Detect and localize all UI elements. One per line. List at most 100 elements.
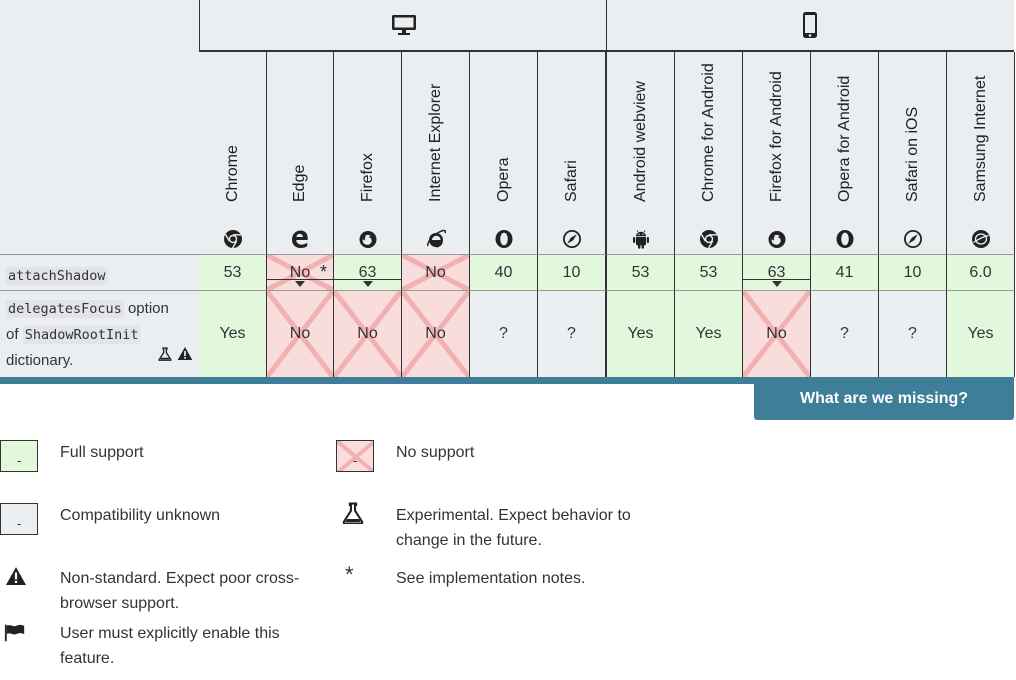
expand-arrow-icon[interactable] (295, 281, 305, 287)
support-cell[interactable]: ? (470, 290, 538, 377)
flag-icon (4, 624, 25, 642)
swatch-mark: - (17, 453, 22, 468)
what-are-we-missing-button[interactable]: What are we missing? (754, 377, 1014, 420)
compat-table: Chrome Edge Firefox Internet Explorer Opera S… (0, 0, 1015, 384)
support-cell[interactable]: Yes (199, 290, 267, 377)
support-cell[interactable]: Yes (607, 290, 675, 377)
support-cell[interactable]: 53 (675, 254, 743, 290)
support-value: Yes (695, 325, 722, 342)
support-cell[interactable]: 63 (334, 254, 402, 290)
support-cell[interactable]: 41 (811, 254, 879, 290)
samsung-internet-icon (971, 230, 990, 248)
browser-name: Opera for Android (835, 75, 853, 202)
browser-header-safari: Safari (538, 52, 607, 254)
support-value: 10 (903, 263, 922, 281)
no-support-cross-icon (334, 291, 401, 377)
platform-desktop (199, 0, 607, 52)
support-value: No (766, 325, 787, 342)
support-value: ? (567, 325, 576, 342)
feature-code[interactable]: attachShadow (6, 267, 108, 285)
support-value: No (425, 325, 446, 342)
support-value: No (357, 325, 378, 342)
support-value: 63 (767, 263, 786, 281)
browser-name: Android webview (631, 81, 649, 202)
no-support-cross-icon (267, 291, 333, 377)
edge-icon (292, 230, 308, 248)
support-cell[interactable]: 40 (470, 254, 538, 290)
support-value: No (425, 263, 446, 281)
non-standard-icon (5, 567, 27, 585)
support-value: 53 (223, 263, 242, 281)
experimental-icon[interactable] (158, 347, 172, 361)
support-cell[interactable]: 10 (538, 254, 607, 290)
chrome-icon (223, 230, 242, 249)
legend-full-label: Full support (60, 444, 144, 461)
support-cell[interactable]: No * (267, 254, 334, 290)
support-cell[interactable]: 6.0 (947, 254, 1015, 290)
support-value: 53 (631, 263, 650, 281)
legend-unknown-label: Compatibility unknown (60, 507, 221, 524)
support-cell[interactable]: No (743, 290, 811, 377)
support-cell[interactable]: ? (538, 290, 607, 377)
support-value: ? (840, 325, 849, 342)
feature-attachshadow[interactable]: attachShadow (0, 254, 199, 290)
support-cell[interactable]: No (402, 254, 470, 290)
experimental-icon (342, 502, 364, 524)
chrome-icon (699, 230, 718, 249)
browser-name: Safari (562, 160, 580, 202)
support-cell[interactable]: Yes (675, 290, 743, 377)
browser-header-internet-explorer: Internet Explorer (402, 52, 470, 254)
browser-header-firefox: Firefox (334, 52, 402, 254)
browser-name: Safari on iOS (903, 106, 921, 202)
expand-underline (743, 279, 810, 280)
android-icon (632, 230, 649, 249)
opera-icon (836, 230, 853, 248)
no-support-cross-icon (337, 441, 373, 471)
support-value: ? (499, 325, 508, 342)
support-cell[interactable]: 53 (607, 254, 675, 290)
browser-name: Samsung Internet (971, 75, 989, 202)
table-bottom-bar (0, 377, 1014, 384)
support-cell[interactable]: Yes (947, 290, 1015, 377)
legend-flag-label: User must explicitly enable this feature… (60, 625, 280, 667)
support-cell[interactable]: ? (811, 290, 879, 377)
internet-explorer-icon (426, 229, 446, 248)
feature-code[interactable]: ShadowRootInit (22, 326, 141, 344)
support-cell[interactable]: 53 (199, 254, 267, 290)
feature-delegatesfocus[interactable]: delegatesFocus option of ShadowRootInit … (0, 290, 199, 377)
support-value: 10 (562, 263, 581, 281)
browser-name: Chrome for Android (699, 63, 717, 202)
desktop-icon (392, 15, 416, 35)
browser-header-firefox-for-android: Firefox for Android (743, 52, 811, 254)
feature-code[interactable]: delegatesFocus (6, 300, 124, 318)
support-value: ? (908, 325, 917, 342)
opera-icon (495, 230, 512, 248)
support-value: No (289, 263, 311, 281)
browser-name: Internet Explorer (426, 83, 444, 202)
support-cell[interactable]: 10 (879, 254, 947, 290)
expand-arrow-icon[interactable] (771, 281, 782, 287)
non-standard-icon[interactable] (177, 346, 193, 361)
support-value: 41 (835, 263, 854, 281)
support-cell[interactable]: No (267, 290, 334, 377)
no-support-cross-icon (743, 291, 810, 377)
browser-header-chrome: Chrome (199, 52, 267, 254)
mobile-icon (803, 12, 817, 38)
browser-header-samsung-internet: Samsung Internet (947, 52, 1015, 254)
browser-header-android-webview: Android webview (607, 52, 675, 254)
support-cell[interactable]: No (402, 290, 470, 377)
browser-header-opera: Opera (470, 52, 538, 254)
firefox-icon (359, 231, 376, 248)
no-support-cross-icon (402, 291, 469, 377)
table-corner (0, 0, 199, 254)
browser-header-chrome-for-android: Chrome for Android (675, 52, 743, 254)
firefox-icon (768, 231, 785, 248)
support-cell[interactable]: 63 (743, 254, 811, 290)
expand-arrow-icon[interactable] (362, 281, 373, 287)
feature-text: option (127, 300, 169, 317)
support-cell[interactable]: No (334, 290, 402, 377)
legend-none-label: No support (396, 444, 475, 461)
browser-header-opera-for-android: Opera for Android (811, 52, 879, 254)
safari-icon (903, 230, 922, 248)
support-cell[interactable]: ? (879, 290, 947, 377)
